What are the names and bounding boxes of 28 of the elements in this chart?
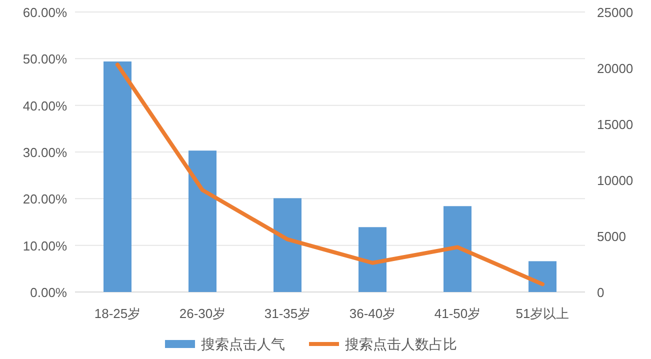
y-tick-label: 10.00%: [22, 238, 68, 254]
bar: [274, 198, 302, 292]
y-tick-label: 60.00%: [22, 5, 68, 20]
y-tick-label: 40.00%: [22, 98, 68, 114]
line-series: [116, 62, 544, 286]
y-tick-label: 30.00%: [22, 145, 68, 160]
bar: [528, 261, 556, 292]
x-tick-label: 18-25岁: [94, 306, 141, 321]
y-tick-label: 20.00%: [22, 192, 68, 207]
legend-label: 搜索点击人气: [201, 336, 285, 352]
x-tick-label: 31-35岁: [264, 306, 311, 321]
bar: [188, 150, 216, 292]
y2-tick-label: 20000: [597, 61, 634, 76]
bar: [358, 227, 386, 292]
y2-tick-label: 5000: [597, 229, 626, 244]
x-tick-label: 26-30岁: [179, 306, 226, 321]
x-tick-label: 41-50岁: [434, 306, 481, 321]
y2-tick-label: 0: [597, 285, 604, 300]
y2-tick-label: 15000: [597, 117, 634, 132]
legend-label: 搜索点击人数占比: [345, 336, 457, 352]
bar: [104, 61, 132, 292]
bar: [444, 206, 472, 292]
y2-tick-label: 10000: [597, 173, 634, 188]
y2-tick-label: 25000: [597, 5, 634, 20]
x-tick-label: 51岁以上: [516, 306, 570, 321]
y-tick-label: 0.00%: [30, 285, 68, 300]
y-tick-label: 50.00%: [22, 52, 68, 67]
x-tick-label: 36-40岁: [349, 306, 396, 321]
